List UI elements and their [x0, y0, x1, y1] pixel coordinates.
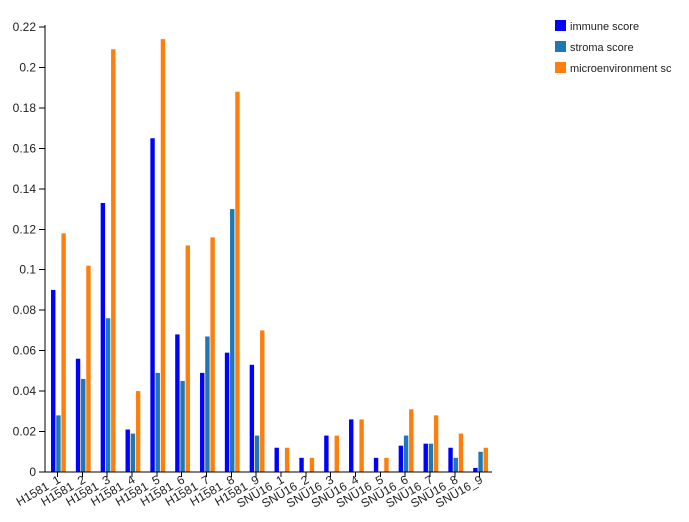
legend-label: stroma score	[570, 42, 634, 54]
bar-immune-score-h1581_4	[125, 429, 130, 472]
y-tick-label: 0.12	[13, 222, 37, 236]
bar-microenvironment-sc-h1581_1	[61, 233, 66, 472]
bar-microenvironment-sc-snu16_2	[309, 457, 315, 472]
bar-immune-score-snu16_2	[299, 457, 304, 472]
y-tick-label: 0.08	[13, 303, 37, 317]
bar-microenvironment-sc-h1581_6	[185, 245, 190, 472]
bar-immune-score-snu16_4	[349, 419, 354, 472]
bar-stroma-score-h1581_7	[205, 336, 210, 472]
bar-stroma-score-snu16_7	[428, 443, 434, 472]
bar-microenvironment-sc-snu16_6	[409, 409, 414, 472]
bar-immune-score-snu16_7	[423, 443, 428, 472]
bar-stroma-score-h1581_1	[56, 415, 61, 472]
bar-immune-score-snu16_1	[274, 447, 279, 472]
bar-microenvironment-sc-snu16_4	[359, 419, 364, 472]
bar-microenvironment-sc-snu16_3	[334, 435, 339, 472]
y-tick-label: 0.18	[13, 101, 37, 115]
bar-stroma-score-snu16_8	[453, 457, 458, 472]
bar-immune-score-h1581_5	[150, 138, 155, 472]
legend: immune score stroma score microenvironment…	[555, 20, 672, 75]
y-axis: 0 0.02 0.04 0.06 0.08 0.1 0.12 0.14 0.16 0.18 0.2 0…	[13, 20, 46, 479]
bar-stroma-score-h1581_3	[105, 318, 111, 472]
bar-microenvironment-sc-h1581_9	[260, 330, 265, 472]
bar-microenvironment-sc-snu16_1	[284, 447, 290, 472]
bar-stroma-score-h1581_5	[155, 372, 160, 472]
legend-swatch	[555, 20, 566, 31]
bar-microenvironment-sc-snu16_8	[458, 433, 464, 472]
bar-microenvironment-sc-h1581_2	[86, 265, 91, 472]
bar-stroma-score-h1581_6	[180, 380, 185, 472]
bar-stroma-score-h1581_4	[130, 433, 136, 472]
bar-microenvironment-sc-h1581_7	[210, 237, 215, 472]
bar-immune-score-h1581_6	[175, 334, 180, 472]
legend-label: immune score	[570, 21, 639, 33]
bar-immune-score-h1581_1	[51, 289, 56, 472]
bar-immune-score-h1581_9	[249, 364, 255, 472]
y-tick-label: 0.1	[19, 263, 36, 277]
bar-stroma-score-snu16_9	[478, 451, 483, 472]
bar-immune-score-snu16_5	[373, 457, 379, 472]
bar-microenvironment-sc-h1581_4	[135, 391, 141, 472]
bar-immune-score-h1581_2	[75, 358, 81, 472]
bar-stroma-score-h1581_2	[81, 378, 86, 472]
bar-immune-score-snu16_8	[448, 447, 453, 472]
bar-immune-score-snu16_9	[473, 467, 478, 472]
bar-stroma-score-snu16_6	[403, 435, 409, 472]
y-tick-label: 0	[29, 465, 36, 479]
bar-microenvironment-sc-snu16_7	[433, 415, 439, 472]
bar-stroma-score-h1581_9	[254, 435, 260, 472]
y-tick-label: 0.22	[13, 20, 37, 34]
bar-microenvironment-sc-snu16_5	[384, 457, 389, 472]
x-axis: H1581_1H1581_2H1581_3H1581_4H1581_5H1581…	[14, 471, 492, 511]
legend-swatch	[555, 41, 566, 52]
bars-group	[51, 39, 488, 473]
y-tick-label: 0.02	[13, 425, 37, 439]
y-tick-label: 0.2	[19, 60, 36, 74]
bar-microenvironment-sc-h1581_3	[111, 49, 116, 472]
bar-immune-score-snu16_3	[324, 435, 329, 472]
bar-microenvironment-sc-h1581_5	[160, 39, 166, 472]
y-tick-label: 0.04	[13, 384, 37, 398]
legend-label: microenvironment sc	[570, 63, 672, 75]
bar-immune-score-snu16_6	[398, 445, 404, 472]
y-tick-label: 0.14	[13, 182, 37, 196]
y-tick-label: 0.06	[13, 344, 37, 358]
bar-stroma-score-h1581_8	[230, 209, 235, 473]
bar-immune-score-h1581_8	[224, 352, 230, 472]
y-tick-label: 0.16	[13, 141, 37, 155]
bar-microenvironment-sc-snu16_9	[483, 447, 488, 472]
bar-immune-score-h1581_7	[200, 372, 205, 472]
bar-microenvironment-sc-h1581_8	[235, 91, 240, 472]
bar-immune-score-h1581_3	[100, 202, 106, 473]
legend-swatch	[555, 62, 566, 73]
